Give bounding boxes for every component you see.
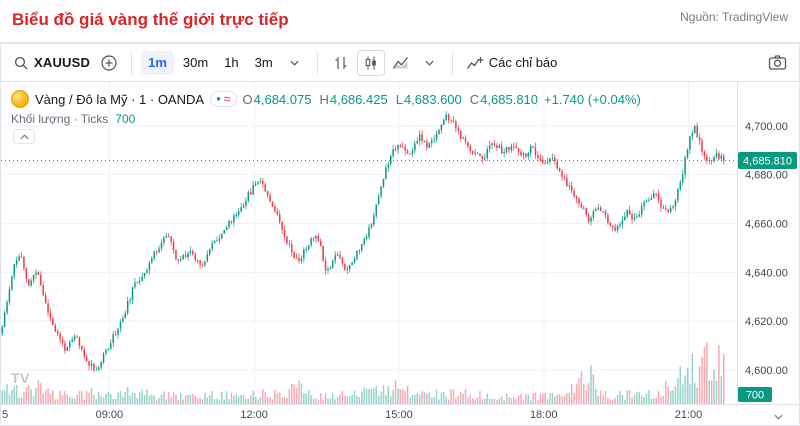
toolbar-divider [451, 51, 453, 74]
candles-style-button[interactable] [356, 49, 385, 76]
time-label: 21:00 [674, 409, 703, 421]
legend-collapse-button[interactable] [13, 129, 35, 144]
axis-corner-chevron-icon[interactable] [774, 411, 783, 423]
tradingview-logo[interactable]: TV [11, 370, 30, 386]
volume-study-label[interactable]: Khối lượng · Ticks [11, 112, 109, 126]
chevron-up-icon [19, 133, 29, 140]
symbol-search-button[interactable]: XAUUSD [9, 49, 94, 77]
candles-icon [363, 55, 379, 71]
interval-button-3m[interactable]: 3m [254, 55, 273, 70]
bars-icon [333, 55, 349, 71]
svg-text:700: 700 [746, 390, 764, 402]
close-value: 4,685.810 [480, 91, 539, 107]
interval-button-30m[interactable]: 30m [182, 55, 209, 70]
open-label: O [242, 91, 253, 107]
bar-style-button[interactable] [327, 50, 355, 76]
low-label: L [395, 91, 403, 107]
price-chart-canvas[interactable]: 4,700.00 4,680.00 4,660.00 4,640.00 4,620.00… [1, 82, 799, 404]
time-label: 12:00 [240, 409, 268, 421]
page-header: Biểu đồ giá vàng thế giới trực tiếp Nguồ… [0, 0, 800, 43]
chevron-down-icon [290, 60, 299, 66]
area-style-button[interactable] [387, 50, 415, 76]
gold-coin-icon [11, 90, 29, 108]
indicators-icon [466, 55, 484, 71]
compare-add-symbol-button[interactable] [96, 49, 122, 77]
search-icon [13, 55, 29, 71]
time-edge-label: 5 [2, 409, 9, 421]
style-dropdown-button[interactable] [417, 49, 443, 77]
symbol-label: XAUUSD [34, 55, 91, 70]
high-label: H [319, 91, 329, 107]
svg-text:4,640.00: 4,640.00 [745, 267, 788, 279]
close-label: C [469, 91, 480, 107]
dot-icon: ● [216, 94, 221, 103]
chevron-down-icon [425, 60, 434, 66]
open-value: 4,684.075 [253, 91, 312, 107]
toolbar-divider [131, 51, 133, 74]
series-marker-chip[interactable]: ● ≈ [210, 91, 237, 107]
legend-volume-row: Khối lượng · Ticks 700 [11, 112, 641, 126]
ohlc-values: O 4,684.075 H 4,686.425 L 4,683.600 C 4,685.… [243, 92, 539, 107]
chart-area[interactable]: 4,700.00 4,680.00 4,660.00 4,640.00 4,620.00… [1, 82, 799, 404]
wave-icon: ≈ [223, 92, 231, 106]
low-value: 4,683.600 [403, 91, 462, 107]
area-chart-icon [392, 55, 409, 71]
interval-button-1m[interactable]: 1m [141, 50, 174, 75]
svg-text:4,660.00: 4,660.00 [745, 218, 788, 230]
tradingview-widget: XAUUSD 1m 30m 1h 3m [0, 43, 800, 426]
svg-text:4,600.00: 4,600.00 [745, 365, 788, 377]
svg-text:4,700.00: 4,700.00 [745, 121, 788, 133]
snapshot-camera-button[interactable] [764, 49, 791, 77]
time-label: 18:00 [529, 409, 558, 421]
interval-button-1h[interactable]: 1h [224, 55, 239, 70]
legend-symbol-title[interactable]: Vàng / Đô la Mỹ · 1 · OANDA [35, 91, 205, 107]
price-change: +1.740 (+0.04%) [544, 91, 641, 107]
interval-dropdown-button[interactable] [282, 49, 308, 77]
indicators-label: Các chỉ báo [488, 55, 558, 70]
toolbar-divider [316, 51, 318, 74]
chart-legend: Vàng / Đô la Mỹ · 1 · OANDA ● ≈ O 4,684.0… [11, 90, 641, 126]
svg-text:4,680.00: 4,680.00 [745, 170, 788, 182]
source-attribution: Nguồn: TradingView [680, 10, 788, 24]
svg-text:4,685.810: 4,685.810 [743, 156, 792, 168]
chart-toolbar: XAUUSD 1m 30m 1h 3m [1, 44, 799, 82]
time-label: 15:00 [385, 409, 413, 421]
time-axis[interactable]: 5 09:00 12:00 15:00 18:00 21:00 [1, 404, 799, 425]
camera-icon [768, 54, 787, 71]
indicators-button[interactable]: Các chỉ báo [462, 49, 562, 77]
high-value: 4,686.425 [329, 91, 388, 107]
time-label: 09:00 [95, 409, 124, 421]
plus-circle-icon [100, 54, 118, 72]
volume-value: 700 [115, 112, 136, 126]
svg-text:4,620.00: 4,620.00 [745, 316, 788, 328]
legend-main-row: Vàng / Đô la Mỹ · 1 · OANDA ● ≈ O 4,684.0… [11, 90, 641, 108]
page-title: Biểu đồ giá vàng thế giới trực tiếp [12, 10, 289, 29]
